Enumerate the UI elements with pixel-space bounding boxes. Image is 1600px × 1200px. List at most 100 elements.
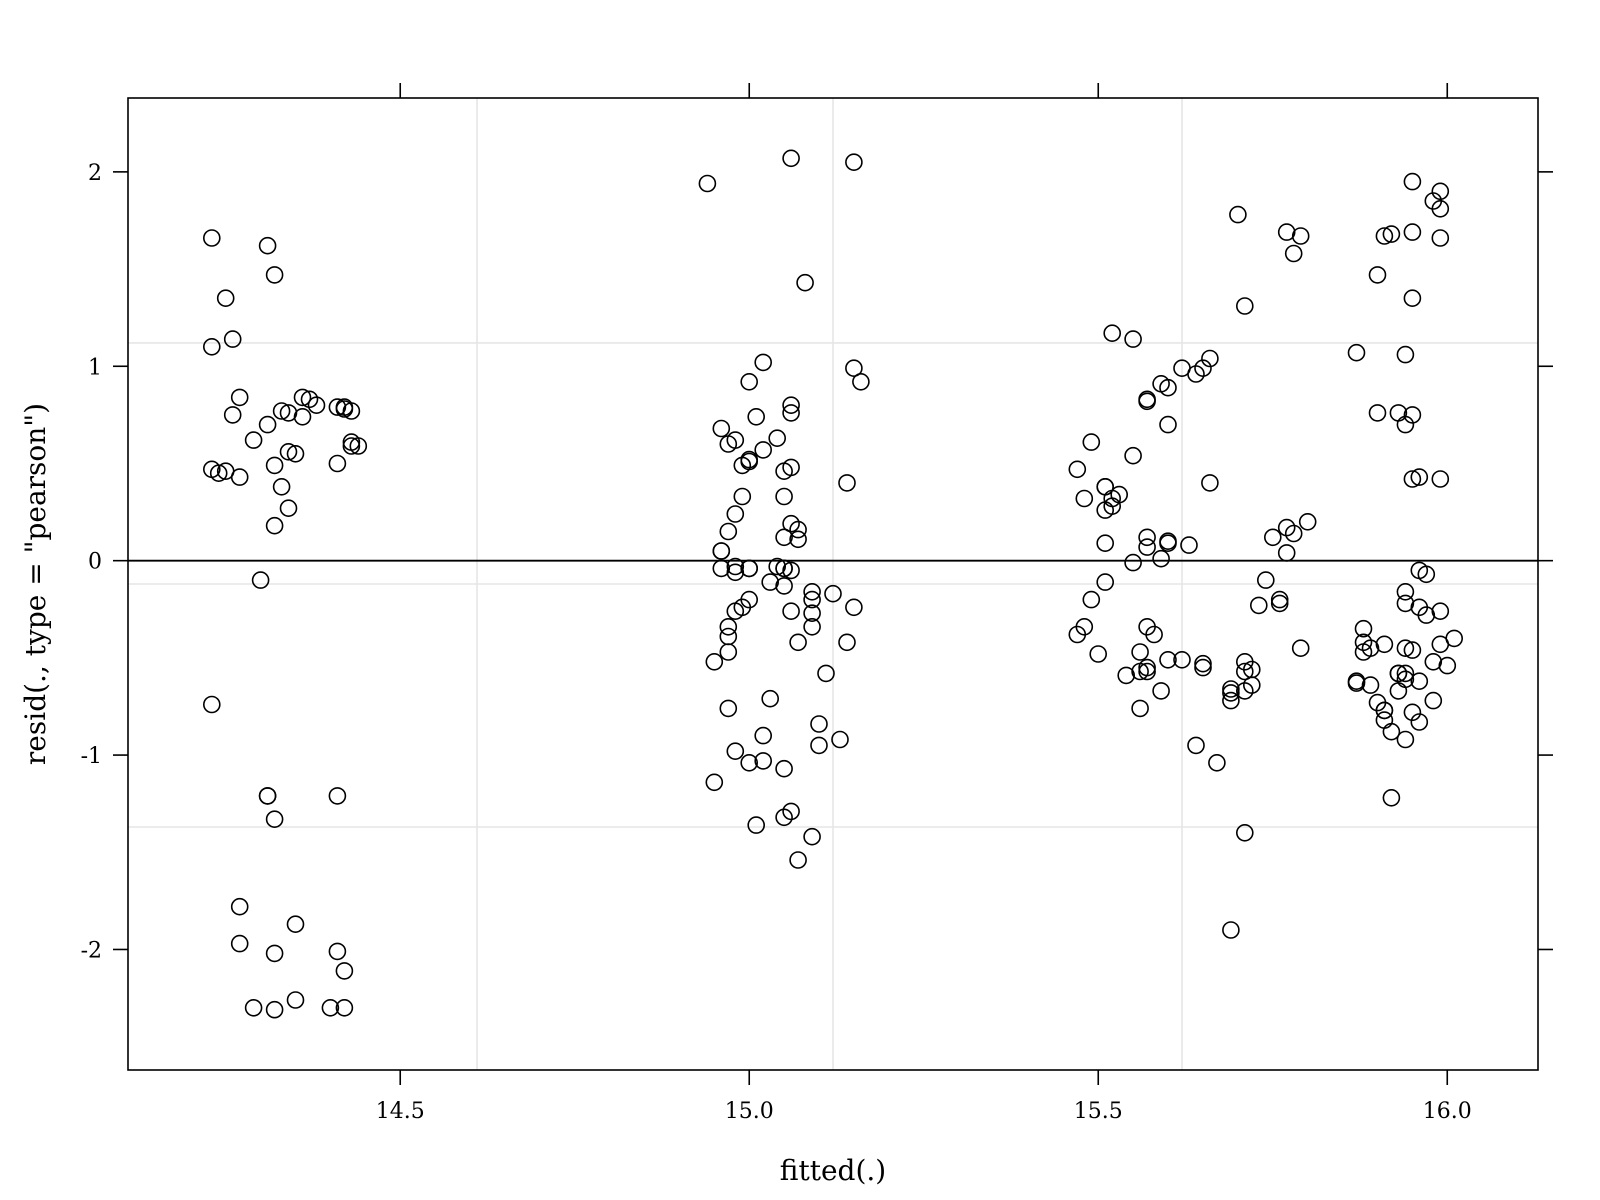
data-point-g1-44 — [824, 584, 842, 603]
data-point-g1-65 — [831, 730, 849, 749]
data-point-g3-48 — [1403, 703, 1422, 722]
data-point-g2-47 — [1222, 680, 1240, 698]
data-point-g1-33 — [712, 559, 731, 578]
data-point-g2-62 — [1264, 528, 1282, 547]
data-point-g0-30 — [328, 454, 347, 473]
y-axis-label: resid(., type = "pearson") — [19, 403, 52, 765]
data-point-g1-8 — [782, 396, 800, 415]
data-point-g0-2 — [216, 289, 235, 308]
data-point-g1-61 — [761, 689, 780, 708]
data-point-g1-75 — [789, 851, 807, 869]
data-point-g3-42 — [1361, 676, 1380, 694]
data-point-g1-4 — [754, 353, 773, 372]
data-point-g1-24 — [719, 522, 738, 541]
data-point-g1-69 — [775, 759, 793, 778]
data-point-g1-32 — [726, 557, 745, 576]
data-point-g1-7 — [852, 372, 870, 391]
data-point-g1-59 — [817, 664, 835, 683]
data-point-g2-24 — [1152, 549, 1170, 568]
data-point-g1-73 — [775, 808, 793, 827]
data-point-g2-23 — [1138, 538, 1156, 556]
data-point-g0-23 — [258, 236, 277, 255]
data-point-g3-1 — [1368, 266, 1387, 284]
data-point-g1-3 — [796, 273, 814, 292]
data-point-g0-48 — [286, 991, 305, 1009]
data-point-g2-11 — [1068, 460, 1087, 479]
data-point-g2-39 — [1138, 662, 1156, 681]
data-point-g1-62 — [810, 715, 828, 733]
data-point-g0-28 — [272, 477, 291, 496]
data-point-g3-25 — [1417, 606, 1436, 624]
data-point-g1-18 — [740, 452, 759, 471]
data-point-g2-15 — [1075, 489, 1094, 508]
plot-frame — [127, 97, 1539, 1071]
data-point-g0-47 — [265, 1000, 284, 1019]
data-point-g1-52 — [803, 617, 821, 636]
data-point-g1-40 — [782, 561, 800, 580]
data-point-g2-72 — [1194, 359, 1212, 378]
data-point-g0-8 — [209, 464, 228, 483]
data-point-g2-0 — [1103, 324, 1121, 343]
data-point-g0-46 — [244, 998, 263, 1017]
x-axis-label: fitted(.) — [780, 1154, 886, 1187]
data-point-g1-36 — [740, 559, 759, 578]
data-point-g3-50 — [1424, 691, 1443, 710]
data-point-g0-18 — [328, 398, 347, 416]
data-point-g3-27 — [1431, 635, 1450, 654]
data-point-g2-69 — [1277, 223, 1296, 241]
data-point-g3-29 — [1396, 639, 1415, 658]
data-point-g2-28 — [1201, 474, 1219, 492]
data-point-g0-0 — [203, 229, 221, 247]
data-point-g0-9 — [230, 468, 249, 486]
data-point-g2-66 — [1291, 639, 1310, 658]
data-point-g0-50 — [335, 998, 354, 1017]
data-point-g1-25 — [775, 487, 793, 506]
data-point-g0-25 — [279, 442, 298, 461]
data-point-g2-18 — [1124, 446, 1142, 465]
data-point-g2-45 — [1131, 699, 1149, 718]
data-point-g1-10 — [782, 404, 800, 422]
data-point-g0-35 — [203, 695, 221, 714]
data-point-g1-28 — [789, 520, 807, 539]
data-point-g2-67 — [1291, 227, 1310, 245]
data-point-g2-40 — [1152, 682, 1170, 700]
data-point-g1-54 — [719, 627, 738, 646]
data-point-g2-22 — [1138, 528, 1156, 547]
data-point-g0-12 — [265, 456, 284, 475]
data-point-g0-38 — [328, 787, 347, 805]
data-point-g2-1 — [1124, 330, 1142, 348]
data-point-g0-13 — [272, 402, 291, 420]
data-point-g0-17 — [307, 396, 326, 415]
data-point-g1-19 — [768, 429, 787, 448]
data-point-g3-52 — [1410, 713, 1429, 731]
data-point-g1-23 — [726, 505, 745, 523]
data-point-g1-42 — [775, 577, 793, 595]
data-point-g1-49 — [740, 590, 759, 609]
data-point-g2-44 — [1138, 658, 1156, 677]
data-point-g2-71 — [1236, 297, 1254, 315]
data-point-g0-14 — [279, 404, 298, 422]
x-tick-label-0: 14.5 — [376, 1099, 425, 1124]
data-point-g2-49 — [1208, 753, 1226, 772]
data-point-g2-73 — [1236, 823, 1254, 842]
data-point-g0-34 — [251, 571, 270, 589]
data-point-g3-51 — [1438, 656, 1457, 675]
y-tick-label-3: 1 — [88, 355, 102, 380]
data-point-g2-70 — [1229, 205, 1247, 224]
data-point-g1-43 — [803, 582, 821, 601]
data-point-g2-4 — [1159, 378, 1177, 397]
data-point-g2-32 — [1068, 625, 1087, 644]
data-point-g2-64 — [1270, 594, 1289, 613]
y-tick-label-4: 2 — [88, 161, 102, 186]
data-point-g3-2 — [1382, 225, 1401, 243]
data-point-g0-3 — [223, 330, 242, 348]
data-point-g3-40 — [1354, 633, 1373, 652]
data-point-g1-70 — [705, 773, 724, 792]
data-point-g1-37 — [768, 557, 787, 576]
data-point-g1-31 — [712, 542, 731, 560]
data-point-g0-1 — [203, 337, 221, 356]
data-point-g2-26 — [1159, 534, 1177, 553]
data-point-g1-67 — [740, 753, 759, 772]
data-point-g2-19 — [1110, 485, 1128, 504]
